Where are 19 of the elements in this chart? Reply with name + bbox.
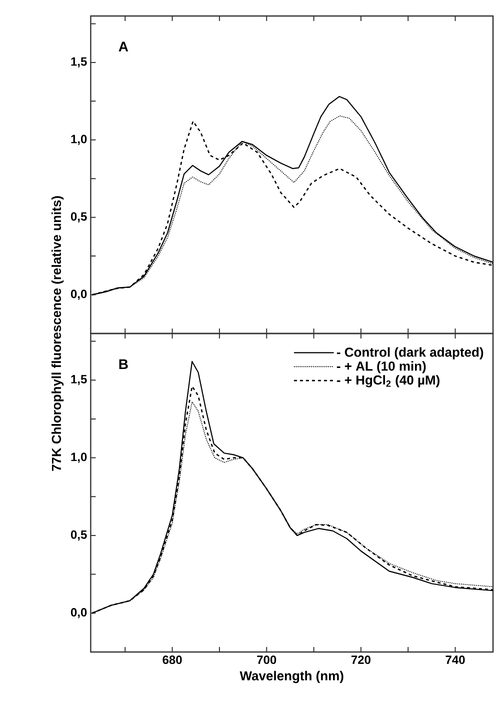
y-tick-label: 1,5	[71, 375, 87, 386]
y-tick-label: 1,5	[71, 57, 87, 68]
y-tick-label: 0,5	[70, 530, 87, 541]
legend-label: - + HgCl$_{2}$ (40 µM)	[336, 375, 440, 388]
y-tick-label: 0,0	[70, 608, 87, 618]
y-tick-label: 1,0	[71, 452, 87, 463]
annotation: A	[118, 42, 128, 52]
legend-label: - Control (dark adapted)	[336, 347, 484, 360]
y-tick-label: 0,5	[70, 212, 87, 222]
y-tick-label: 0,0	[70, 290, 87, 300]
x-tick-label: 700	[257, 656, 276, 664]
x-tick-label: 740	[446, 656, 465, 664]
x-tick-label: 720	[351, 656, 370, 664]
y-tick-label: 1,0	[71, 134, 87, 146]
annotation: B	[119, 359, 128, 369]
y-axis-title: 77K Chlorophyll fluorescence (relative units)	[51, 196, 64, 471]
legend-label: - + AL (10 min)	[336, 361, 426, 374]
x-tick-label: 680	[162, 656, 182, 664]
x-axis-title: Wavelength (nm)	[240, 670, 344, 684]
